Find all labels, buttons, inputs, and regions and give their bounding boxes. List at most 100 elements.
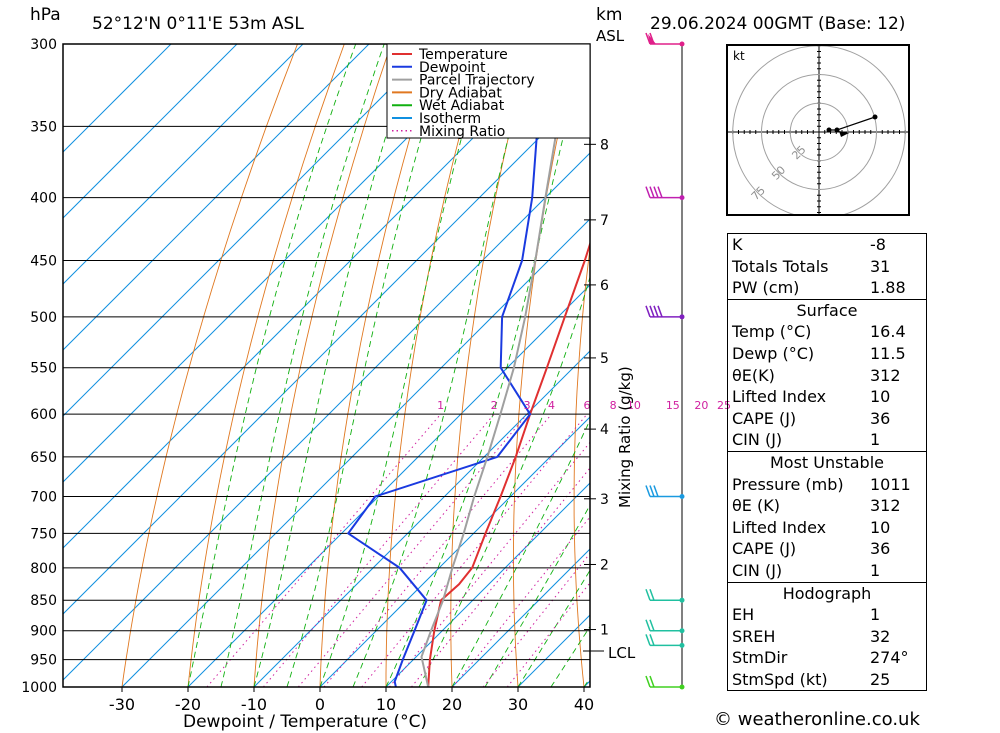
indices-key: SREH: [732, 626, 776, 646]
indices-key: Pressure (mb): [732, 474, 844, 494]
temperature-tick-label: -20: [175, 695, 201, 714]
pressure-tick-label: 300: [30, 37, 57, 53]
wind-barb: [645, 485, 685, 500]
pressure-tick-label: 450: [30, 254, 57, 270]
wind-barb: [645, 32, 685, 47]
indices-row: CIN (J) 1: [728, 429, 926, 451]
wind-barb: [645, 305, 685, 320]
km-tick-label: 7: [600, 213, 609, 229]
series-dewpoint: [346, 44, 542, 687]
indices-row: CAPE (J) 36: [728, 538, 926, 560]
wind-barb-flag: [645, 305, 651, 318]
mixing-ratio-label: 20: [694, 399, 708, 412]
indices-key: θE(K): [732, 365, 775, 385]
isotherm-line: [63, 86, 590, 615]
indices-box-title: Hodograph: [782, 583, 872, 603]
legend-label: Temperature: [418, 47, 508, 63]
indices-row: EH 1: [728, 604, 926, 626]
isotherm-line: [385, 482, 590, 687]
legend-label: Dewpoint: [419, 60, 486, 76]
hodograph-unit-label: kt: [733, 49, 745, 63]
wind-barb-flag: [657, 305, 663, 318]
temperature-tick-labels: -30 -20 -10 0 10 20 30 40: [109, 687, 594, 714]
mixing-ratio-label: 15: [666, 399, 680, 412]
series-parcel-trajectory: [420, 44, 572, 687]
indices-value: 10: [870, 517, 891, 537]
mixing-ratio-line: [323, 413, 552, 687]
mixing-ratio-line: [262, 413, 495, 687]
dry-adiabat-line: [951, 44, 1000, 687]
wind-barb-flag: [645, 619, 651, 631]
wind-barb-flag: [649, 619, 655, 631]
mixing-ratio-label: 6: [584, 399, 591, 412]
indices-value: 1.88: [870, 278, 906, 298]
km-tick-label: 1: [600, 623, 609, 639]
wind-barbs: [645, 32, 685, 690]
isotherm-line: [63, 44, 172, 153]
dry-adiabat-line: [187, 44, 345, 687]
hodograph-ring-label: 25: [789, 143, 808, 162]
indices-key: Lifted Index: [732, 387, 827, 407]
pressure-tick-label: 1000: [21, 680, 57, 696]
pressure-tick-labels: 300 350 400 450 500 550 600 650 700 750 800 850 900 9…: [21, 37, 57, 696]
indices-key: Dewp (°C): [732, 343, 815, 363]
indices-row: Dewp (°C) 11.5: [728, 343, 926, 365]
credit-text: © weatheronline.co.uk: [714, 709, 920, 730]
indices-value: 1011: [870, 474, 911, 494]
pressure-tick-label: 350: [30, 119, 57, 135]
temperature-tick-label: 40: [574, 695, 594, 714]
mixing-ratio-axis-label: Mixing Ratio (g/kg): [616, 366, 634, 508]
indices-key: θE (K): [732, 496, 780, 516]
mixing-ratio-label: 10: [627, 399, 641, 412]
wind-barb-flag: [645, 485, 651, 497]
wind-barb-flag: [645, 588, 651, 601]
location-label: 52°12'N 0°11'E 53m ASL: [92, 14, 304, 34]
hodograph-ring: [761, 74, 877, 190]
hodograph-ring: [732, 46, 906, 214]
wind-barb-flag: [653, 485, 659, 497]
indices-key: PW (cm): [732, 278, 800, 298]
km-tick-label: 6: [600, 278, 609, 294]
isotherm-line: [187, 284, 590, 687]
indices-key: Lifted Index: [732, 517, 827, 537]
indices-key: Totals Totals: [732, 256, 829, 276]
temperature-tick-label: -10: [241, 695, 267, 714]
indices-row: Pressure (mb) 1011: [728, 474, 926, 496]
pressure-tick-label: 700: [30, 490, 57, 506]
indices-box-title: Surface: [796, 300, 858, 320]
indices-row: Lifted Index 10: [728, 386, 926, 408]
indices-value: 1: [870, 605, 881, 625]
lcl-label: LCL: [608, 644, 636, 662]
isotherm-line: [63, 44, 238, 219]
indices-row: PW (cm) 1.88: [728, 277, 926, 299]
isotherm-line: [63, 44, 304, 285]
hodograph-point: [872, 114, 878, 120]
pressure-tick-label: 800: [30, 561, 57, 577]
pressure-tick-label: 650: [30, 450, 57, 466]
indices-key: CIN (J): [732, 560, 783, 580]
pressure-tick-label: 850: [30, 593, 57, 609]
indices-value: 32: [870, 626, 891, 646]
dry-adiabat-line: [513, 44, 579, 687]
indices-row: θE(K) 312: [728, 365, 926, 387]
storm-motion-arrow: [839, 131, 849, 137]
wind-barb-flag: [645, 634, 651, 646]
indices-value: 36: [870, 539, 891, 559]
indices-key: EH: [732, 605, 755, 625]
wind-barb-flag: [653, 305, 659, 318]
pressure-tick-label: 400: [30, 191, 57, 207]
wind-barb: [645, 186, 685, 201]
dry-adiabat-line: [690, 44, 719, 687]
indices-value: 31: [870, 256, 891, 276]
indices-value: 16.4: [870, 322, 906, 342]
indices-value: 36: [870, 408, 891, 428]
hodograph-ring: [789, 102, 849, 162]
indices-box-title: Most Unstable: [770, 452, 884, 472]
mixing-ratio-line: [411, 467, 590, 687]
isotherm-line: [121, 218, 590, 687]
indices-row: StmSpd (kt) 25: [728, 669, 926, 691]
wind-barb-flag: [649, 186, 655, 198]
mixing-ratio-line: [388, 441, 590, 687]
